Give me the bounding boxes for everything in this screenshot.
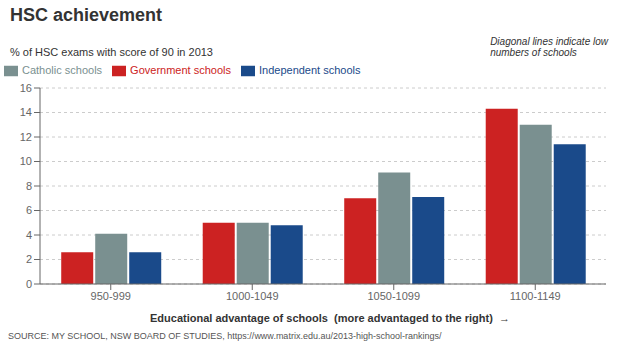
svg-text:10: 10 xyxy=(20,155,32,167)
html-text:Government schools: Government schools xyxy=(130,64,231,76)
svg-text:0: 0 xyxy=(26,278,32,290)
html-text:HSC achievement: HSC achievement xyxy=(10,5,163,25)
html-text:SOURCE: MY SCHOOL, NSW BOARD O: SOURCE: MY SCHOOL, NSW BOARD OF STUDIES,… xyxy=(8,331,442,341)
svg-text:2: 2 xyxy=(26,253,32,265)
svg-text:16: 16 xyxy=(20,82,32,94)
html-text:Independent schools: Independent schools xyxy=(259,64,361,76)
svg-text:12: 12 xyxy=(20,131,32,143)
html-text:Diagonal lines indicate low nu: Diagonal lines indicate low numbers of s… xyxy=(490,36,608,58)
html-text:% of HSC exams with score of 9: % of HSC exams with score of 90 in 2013 xyxy=(10,46,213,58)
svg-text:950-999: 950-999 xyxy=(91,290,131,302)
html-text:Catholic schools: Catholic schools xyxy=(22,64,103,76)
html-text:Educational advantage of schoo: Educational advantage of schools (more a… xyxy=(150,312,510,324)
svg-text:14: 14 xyxy=(20,106,32,118)
svg-text:8: 8 xyxy=(26,180,32,192)
svg-text:1100-1149: 1100-1149 xyxy=(510,290,561,302)
svg-text:6: 6 xyxy=(26,204,32,216)
svg-text:4: 4 xyxy=(26,229,32,241)
svg-text:1000-1049: 1000-1049 xyxy=(226,290,279,302)
svg-text:1050-1099: 1050-1099 xyxy=(367,290,420,302)
